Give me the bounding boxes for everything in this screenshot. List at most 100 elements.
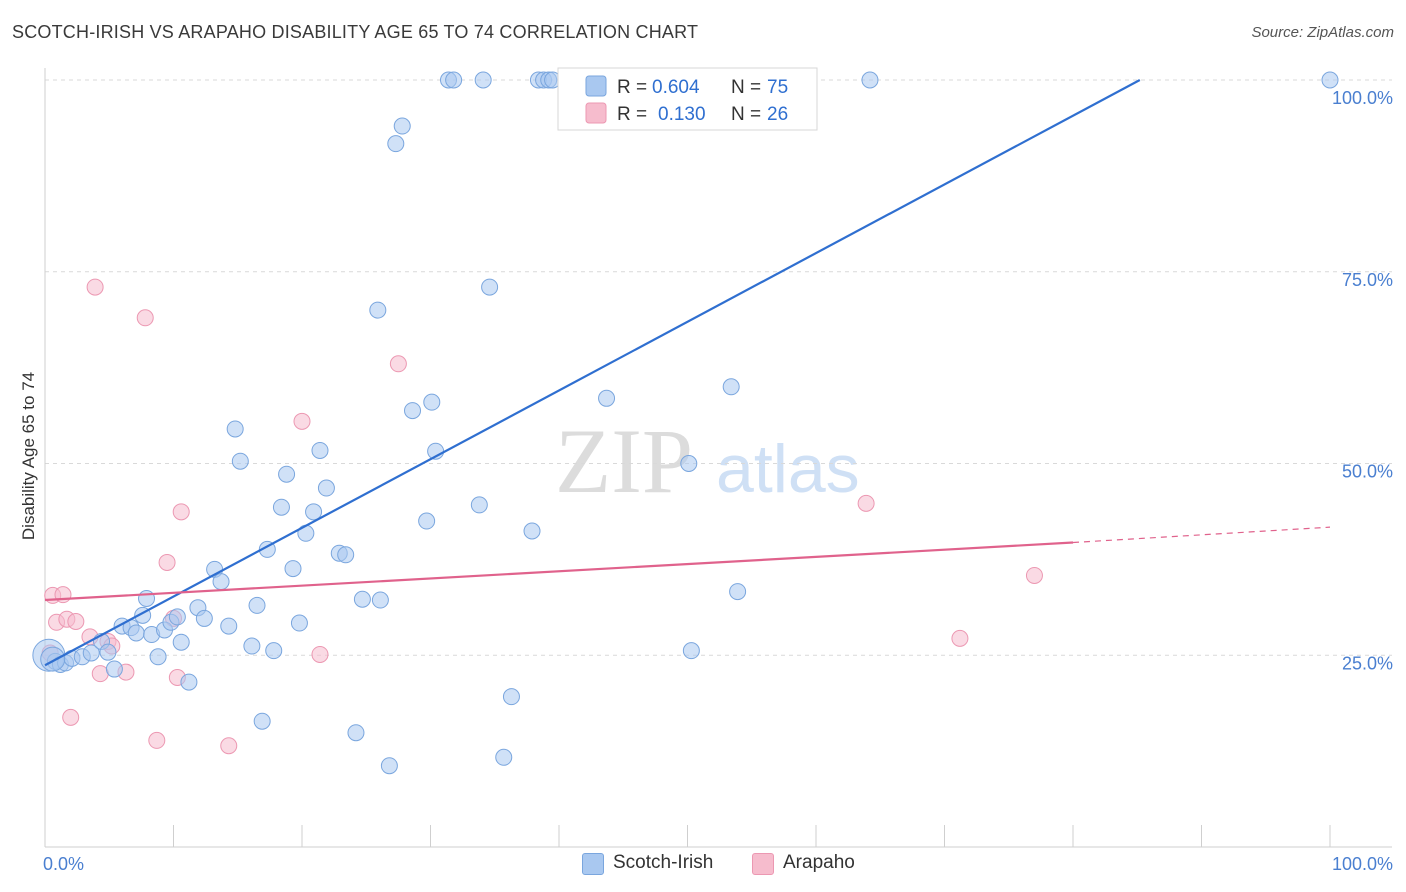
scotch-irish-point	[423, 393, 441, 411]
scotch-irish-point	[290, 614, 308, 632]
chart-title: SCOTCH-IRISH VS ARAPAHO DISABILITY AGE 6…	[12, 22, 699, 42]
scotch-irish-point	[253, 712, 271, 730]
scotch-irish-point	[445, 71, 463, 89]
scotch-irish-point	[317, 479, 335, 497]
arapaho-point	[293, 412, 311, 430]
legend-swatch-blue	[585, 75, 607, 97]
scotch-irish-point	[305, 503, 323, 521]
arapaho-point	[857, 494, 875, 512]
legend-top: R = 0.604 N = 75 R = 0.130 N = 26	[557, 67, 818, 131]
legend-swatch-pink	[585, 102, 607, 124]
arapaho-point	[62, 708, 80, 726]
arapaho-point	[172, 503, 190, 521]
scotch-irish-point	[138, 589, 156, 607]
tick-labels: 25.0% 50.0% 75.0% 100.0% 0.0% 100.0%	[43, 88, 1393, 874]
scotch-irish-point	[231, 452, 249, 470]
arapaho-point	[220, 737, 238, 755]
arapaho-point	[67, 613, 85, 631]
scotch-irish-point	[127, 624, 145, 642]
arapaho-point	[158, 553, 176, 571]
scotch-irish-point	[353, 590, 371, 608]
scotch-irish-point	[180, 673, 198, 691]
scotch-irish-point	[337, 546, 355, 564]
scotch-irish-point	[220, 617, 238, 635]
scotch-irish-trend-line	[44, 79, 1141, 667]
scotch-irish-point	[168, 608, 186, 626]
scotch-irish-point	[393, 117, 411, 135]
arapaho-point	[1025, 566, 1043, 584]
scotch-irish-point	[248, 596, 266, 614]
scotch-irish-point	[272, 498, 290, 516]
legend-n-label-pink: N =	[731, 104, 761, 125]
scotch-irish-point	[418, 512, 436, 530]
scotch-irish-point	[347, 724, 365, 742]
y-tick-label: 100.0%	[1332, 88, 1393, 108]
scotch-irish-point	[380, 757, 398, 775]
scotch-irish-points	[32, 71, 1339, 775]
scotch-irish-point	[502, 688, 520, 706]
scotch-irish-point	[729, 583, 747, 601]
scotch-irish-point	[404, 402, 422, 420]
axes	[44, 68, 1392, 848]
arapaho-trend-extension	[1072, 526, 1331, 544]
scotch-irish-point	[523, 522, 541, 540]
arapaho-point	[311, 645, 329, 663]
legend-bottom: Scotch-Irish Arapaho	[0, 850, 1406, 880]
scotch-irish-point	[387, 135, 405, 153]
gridlines	[45, 79, 1392, 656]
arapaho-point	[951, 629, 969, 647]
y-axis-label: Disability Age 65 to 74	[19, 372, 38, 540]
arapaho-point	[148, 731, 166, 749]
scotch-irish-point	[99, 643, 117, 661]
watermark-zip: ZIP	[555, 410, 693, 512]
scotch-irish-point	[284, 560, 302, 578]
scotch-irish-point	[40, 646, 66, 672]
arapaho-point	[389, 355, 407, 373]
scotch-irish-point	[105, 660, 123, 678]
scotch-irish-point	[278, 465, 296, 483]
y-tick-label: 25.0%	[1342, 653, 1393, 673]
legend-n-label-blue: N =	[731, 77, 761, 98]
legend-r-label-pink: R =	[617, 104, 647, 125]
scotch-irish-point	[172, 633, 190, 651]
scotch-irish-point	[495, 748, 513, 766]
arapaho-point	[91, 665, 109, 683]
y-tick-label: 50.0%	[1342, 462, 1393, 482]
scotch-irish-point	[474, 71, 492, 89]
legend-n-value-pink: 26	[767, 104, 788, 125]
legend-bottom-label-arapaho: Arapaho	[783, 852, 855, 873]
scotch-irish-point	[481, 278, 499, 296]
legend-bottom-swatch-arapaho	[752, 853, 774, 875]
scotch-irish-point	[265, 642, 283, 660]
legend-r-value-blue: 0.604	[652, 77, 700, 98]
scotch-irish-point	[470, 496, 488, 514]
scotch-irish-point	[226, 420, 244, 438]
scotch-irish-point	[311, 441, 329, 459]
scotch-irish-point	[371, 591, 389, 609]
scotch-irish-point	[598, 389, 616, 407]
scotch-irish-point	[1321, 71, 1339, 89]
legend-r-label-blue: R =	[617, 77, 647, 98]
scotch-irish-point	[722, 378, 740, 396]
scotch-irish-point	[369, 301, 387, 319]
x-tick-label: 0.0%	[43, 854, 84, 874]
arapaho-trend-line	[44, 541, 1074, 602]
watermark-atlas: atlas	[716, 431, 860, 507]
scotch-irish-point	[243, 637, 261, 655]
legend-n-value-blue: 75	[767, 77, 788, 98]
scotch-irish-point	[212, 573, 230, 591]
legend-r-value-pink: 0.130	[658, 104, 706, 125]
y-tick-label: 75.0%	[1342, 270, 1393, 290]
scotch-irish-point	[82, 644, 100, 662]
arapaho-point	[86, 278, 104, 296]
x-tick-label: 100.0%	[1332, 854, 1393, 874]
scotch-irish-point	[195, 609, 213, 627]
legend-bottom-label-scotch-irish: Scotch-Irish	[613, 852, 714, 873]
legend-bottom-swatch-scotch-irish	[582, 853, 604, 875]
source-label: Source: ZipAtlas.com	[1251, 24, 1394, 41]
trend-lines	[44, 79, 1331, 667]
scotch-irish-point	[680, 455, 698, 472]
arapaho-point	[136, 309, 154, 327]
scotch-irish-point	[861, 71, 879, 89]
